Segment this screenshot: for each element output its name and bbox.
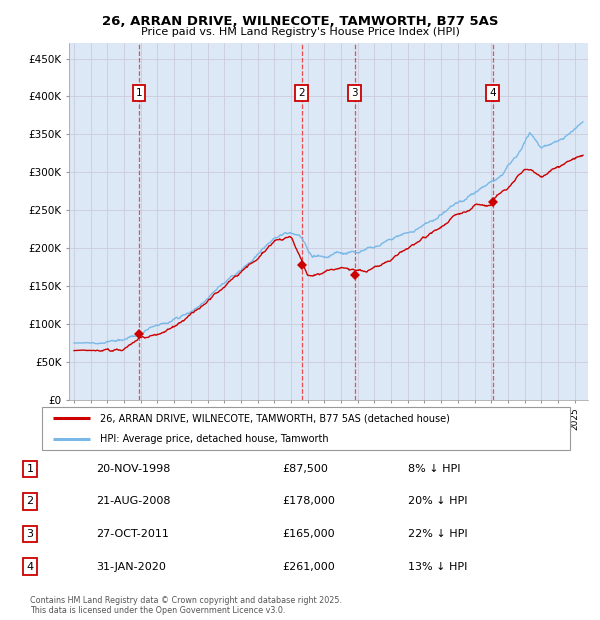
- Text: 3: 3: [352, 87, 358, 98]
- Text: 31-JAN-2020: 31-JAN-2020: [96, 562, 166, 572]
- Text: 20% ↓ HPI: 20% ↓ HPI: [408, 497, 467, 507]
- FancyBboxPatch shape: [42, 407, 570, 450]
- Text: £178,000: £178,000: [282, 497, 335, 507]
- Text: 2: 2: [26, 497, 34, 507]
- Text: HPI: Average price, detached house, Tamworth: HPI: Average price, detached house, Tamw…: [100, 433, 329, 443]
- Text: £261,000: £261,000: [282, 562, 335, 572]
- Text: 4: 4: [26, 562, 34, 572]
- Text: 4: 4: [489, 87, 496, 98]
- Text: 13% ↓ HPI: 13% ↓ HPI: [408, 562, 467, 572]
- Text: 3: 3: [26, 529, 34, 539]
- Text: Contains HM Land Registry data © Crown copyright and database right 2025.
This d: Contains HM Land Registry data © Crown c…: [30, 596, 342, 615]
- Text: 8% ↓ HPI: 8% ↓ HPI: [408, 464, 461, 474]
- Text: 26, ARRAN DRIVE, WILNECOTE, TAMWORTH, B77 5AS (detached house): 26, ARRAN DRIVE, WILNECOTE, TAMWORTH, B7…: [100, 414, 450, 423]
- Text: 1: 1: [136, 87, 142, 98]
- Text: £165,000: £165,000: [282, 529, 335, 539]
- Text: 20-NOV-1998: 20-NOV-1998: [96, 464, 170, 474]
- Text: £87,500: £87,500: [282, 464, 328, 474]
- Text: 27-OCT-2011: 27-OCT-2011: [96, 529, 169, 539]
- Text: Price paid vs. HM Land Registry's House Price Index (HPI): Price paid vs. HM Land Registry's House …: [140, 27, 460, 37]
- Text: 1: 1: [26, 464, 34, 474]
- Text: 21-AUG-2008: 21-AUG-2008: [96, 497, 170, 507]
- Text: 2: 2: [298, 87, 305, 98]
- Text: 22% ↓ HPI: 22% ↓ HPI: [408, 529, 467, 539]
- Text: 26, ARRAN DRIVE, WILNECOTE, TAMWORTH, B77 5AS: 26, ARRAN DRIVE, WILNECOTE, TAMWORTH, B7…: [102, 16, 498, 28]
